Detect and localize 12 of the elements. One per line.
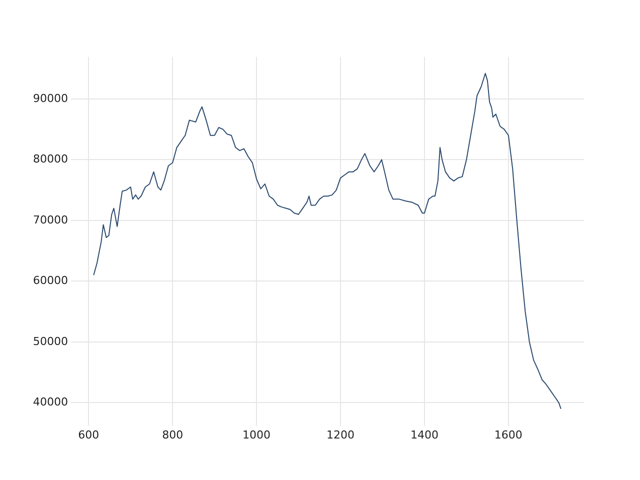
x-tick-label: 1600: [494, 428, 522, 442]
y-tick-label: 50000: [32, 334, 68, 348]
x-tick-label: 800: [162, 428, 184, 442]
y-tick-label: 90000: [32, 92, 68, 105]
x-tick-label: 1000: [242, 428, 271, 442]
x-tick-label: 1200: [326, 428, 355, 442]
x-tick-label: 1400: [410, 428, 438, 442]
y-tick-label: 80000: [32, 152, 68, 166]
y-tick-label: 40000: [32, 396, 68, 409]
y-tick-label: 60000: [32, 274, 68, 288]
x-tick-label: 600: [78, 428, 100, 442]
y-tick-label: 70000: [32, 213, 68, 226]
